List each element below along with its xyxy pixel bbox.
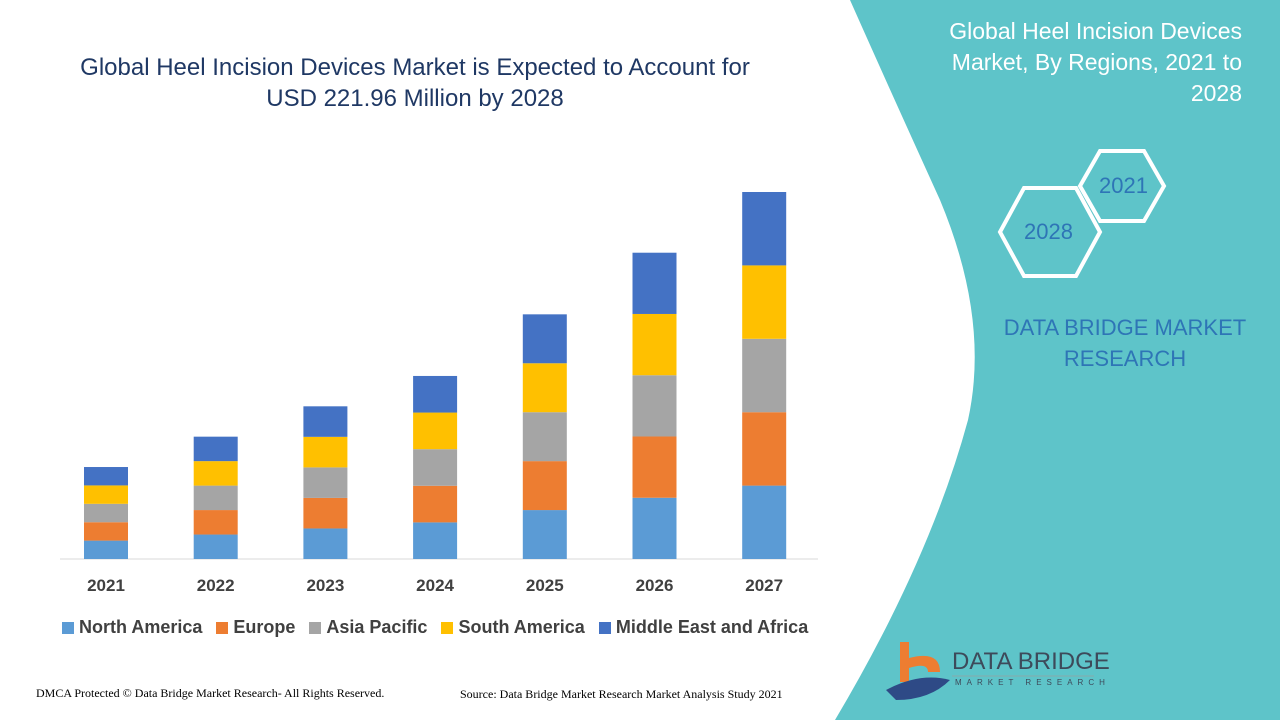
bar-segment [413,522,458,559]
chart-title-line1: Global Heel Incision Devices Market is E… [80,54,750,81]
brand-text: DATA BRIDGE MARKET RESEARCH [1003,315,1247,371]
bar-segment [522,314,567,364]
bar-segment [303,528,348,559]
hexagon-2028 [997,186,1103,278]
legend-label: Europe [233,617,296,637]
x-tick-label: 2024 [416,576,454,595]
bar-segment [303,406,348,437]
bar-segment [632,436,677,498]
side-panel-title: Global Heel Incision Devices Market, By … [949,18,1242,106]
bar-segment [632,252,677,314]
legend-label: South America [458,617,585,637]
legend-label: Asia Pacific [326,617,428,637]
footer-copyright: DMCA Protected © Data Bridge Market Rese… [36,686,385,700]
bar-segment [522,461,567,511]
bar-segment [193,461,238,486]
footer-source: Source: Data Bridge Market Research Mark… [460,687,783,701]
x-tick-label: 2022 [196,576,235,595]
x-tick-label: 2025 [525,576,564,595]
bar-segment [193,510,238,535]
legend-swatch [216,621,229,634]
legend-swatch [598,621,611,634]
bar-segment [84,503,128,523]
bar-segment [742,412,787,486]
logo-subtext: MARKET RESEARCH [955,678,1110,687]
hexagon-2021 [1077,149,1167,223]
bar-segment [742,485,787,559]
hex-label-2021: 2021 [1099,173,1148,198]
bar-segment [193,485,238,511]
legend-item: Asia Pacific [309,617,427,638]
bar-segment [413,412,458,450]
bar-segment [413,485,458,523]
bar-segment [742,338,787,413]
side-panel [835,0,1280,720]
bars [84,192,787,559]
bar-segment [84,467,128,486]
legend-item: South America [441,617,585,638]
legend-label: Middle East and Africa [615,617,809,637]
hex-label-2028: 2028 [1024,219,1073,244]
legend-item: Europe [216,617,295,638]
legend-swatch [441,621,454,634]
bar-segment [303,467,348,498]
legend-item: North America [62,617,202,638]
x-tick-label: 2023 [306,576,345,595]
bar-segment [742,265,787,339]
bar-segment [413,375,458,413]
legend-item: Middle East and Africa [598,617,809,638]
logo-text: DATA BRIDGE [952,648,1110,675]
bar-segment [303,497,348,529]
logo-icon [886,642,1094,700]
bar-segment [632,313,677,376]
bar-segment [522,363,567,413]
legend-swatch [309,621,322,634]
x-tick-label: 2027 [745,576,784,595]
chart-title-line2: USD 221.96 Million by 2028 [266,85,564,112]
bar-segment [413,449,458,486]
bar-segment [522,412,567,462]
bar-segment [84,485,128,504]
bar-segment [193,534,238,559]
legend: North America Europe Asia Pacific South … [62,617,808,638]
x-tick-label: 2021 [87,576,125,595]
x-tick-label: 2026 [635,576,674,595]
bar-segment [742,192,787,266]
bar-segment [84,540,128,559]
chart-title: Global Heel Incision Devices Market is E… [40,52,790,114]
legend-swatch [62,621,74,634]
bar-segment [522,510,567,559]
bar-segment [84,522,128,541]
legend-label: North America [79,617,203,637]
bar-segment [632,375,677,437]
bar-segment [303,436,348,468]
bar-segment [632,497,677,559]
bar-segment [193,436,238,462]
